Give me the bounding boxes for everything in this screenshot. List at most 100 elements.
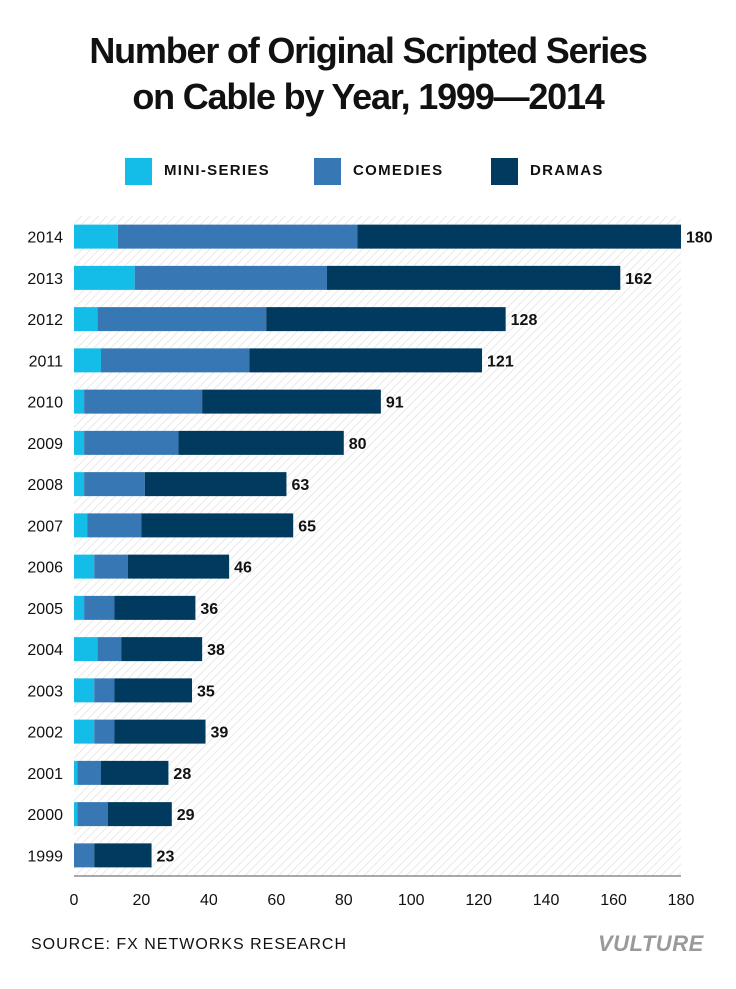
year-label-1999: 1999 [27,848,63,865]
bar-2011-comedies [100,348,250,373]
total-label-2011: 121 [487,353,514,370]
bar-2008-comedies [84,472,145,497]
x-tick-label-0: 0 [70,892,79,909]
total-label-2006: 46 [234,560,252,577]
x-tick-label-20: 20 [133,892,151,909]
bar-2014-mini-series [74,224,118,249]
bar-2008-mini-series [74,472,85,497]
legend-swatch-comedies [314,158,341,185]
bar-2013-comedies [134,265,327,290]
total-label-2008: 63 [291,477,309,494]
year-label-2004: 2004 [27,642,63,659]
bar-2003-dramas [114,678,193,703]
legend-label-comedies: COMEDIES [353,162,444,179]
total-label-2013: 162 [625,271,652,288]
total-label-1999: 23 [157,848,175,865]
bar-2011-dramas [249,348,483,373]
total-label-2001: 28 [173,766,191,783]
source-note: SOURCE: FX NETWORKS RESEARCH [31,936,348,953]
year-label-2011: 2011 [29,353,64,370]
year-label-2010: 2010 [27,395,63,412]
legend-label-dramas: DRAMAS [530,162,604,179]
bar-2010-comedies [84,389,203,414]
bar-2000-mini-series [74,802,78,827]
total-label-2004: 38 [207,642,225,659]
total-label-2014: 180 [686,230,713,247]
x-tick-label-40: 40 [200,892,218,909]
bar-2004-comedies [97,637,122,662]
bar-2004-mini-series [74,637,98,662]
year-label-2007: 2007 [27,518,63,535]
year-label-2002: 2002 [27,725,63,742]
bar-2006-comedies [94,554,128,579]
bar-2005-mini-series [74,595,85,620]
bar-2008-dramas [144,472,287,497]
total-label-2005: 36 [200,601,218,618]
bar-1999-comedies [74,843,95,868]
bar-2006-mini-series [74,554,95,579]
year-label-2003: 2003 [27,683,63,700]
year-label-2009: 2009 [27,436,63,453]
bar-2014-dramas [357,224,681,249]
bar-2011-mini-series [74,348,101,373]
x-axis: 0 20 40 60 80 100 120 140 160 180 [70,875,694,909]
bar-1999-dramas [94,843,152,868]
total-label-2002: 39 [211,725,229,742]
bar-2001-mini-series [74,760,78,785]
bar-2007-mini-series [74,513,88,538]
bar-2009-dramas [178,430,344,455]
year-label-2014: 2014 [27,230,63,247]
bar-2013-dramas [326,265,621,290]
year-label-2006: 2006 [27,560,63,577]
bar-2010-dramas [202,389,381,414]
bar-2003-mini-series [74,678,95,703]
bar-2001-comedies [77,760,101,785]
bar-2001-dramas [100,760,169,785]
chart-title: Number of Original Scripted Series on Ca… [0,28,736,120]
legend-swatch-mini-series [125,158,152,185]
chart-title-line-1: Number of Original Scripted Series [89,30,648,71]
bar-2012-mini-series [74,307,98,332]
year-label-2005: 2005 [27,601,63,618]
vulture-logo: VULTURE [598,931,704,956]
bar-2002-mini-series [74,719,95,744]
bar-2007-comedies [87,513,142,538]
labels-group: 2014 180 2013 162 2012 128 2011 121 2010 91 2009 80… [27,230,712,866]
total-label-2000: 29 [177,807,195,824]
bar-2012-dramas [266,307,506,332]
bar-2002-dramas [114,719,206,744]
x-tick-label-160: 160 [600,892,627,909]
year-label-2001: 2001 [27,766,63,783]
legend-swatch-dramas [491,158,518,185]
bar-2009-mini-series [74,430,85,455]
year-label-2012: 2012 [27,312,63,329]
bar-2005-comedies [84,595,115,620]
legend: MINI-SERIES COMEDIES DRAMAS [0,158,736,188]
total-label-2007: 65 [298,518,316,535]
bars-group [74,224,681,868]
year-label-2008: 2008 [27,477,63,494]
bar-2000-comedies [77,802,108,827]
total-label-2003: 35 [197,683,215,700]
legend-label-mini-series: MINI-SERIES [164,162,270,179]
x-tick-label-100: 100 [398,892,425,909]
total-label-2009: 80 [349,436,367,453]
x-tick-label-80: 80 [335,892,353,909]
bar-2000-dramas [107,802,172,827]
x-tick-label-60: 60 [267,892,285,909]
bar-2012-comedies [97,307,267,332]
year-label-2000: 2000 [27,807,63,824]
chart-title-line-2: on Cable by Year, 1999—2014 [132,76,604,117]
bar-2014-comedies [117,224,358,249]
bar-2010-mini-series [74,389,85,414]
total-label-2010: 91 [386,395,404,412]
bar-2004-dramas [121,637,203,662]
bar-2005-dramas [114,595,196,620]
bar-2003-comedies [94,678,115,703]
bar-2002-comedies [94,719,115,744]
x-tick-label-140: 140 [533,892,560,909]
bar-2013-mini-series [74,265,135,290]
total-label-2012: 128 [511,312,538,329]
bar-2007-dramas [141,513,294,538]
